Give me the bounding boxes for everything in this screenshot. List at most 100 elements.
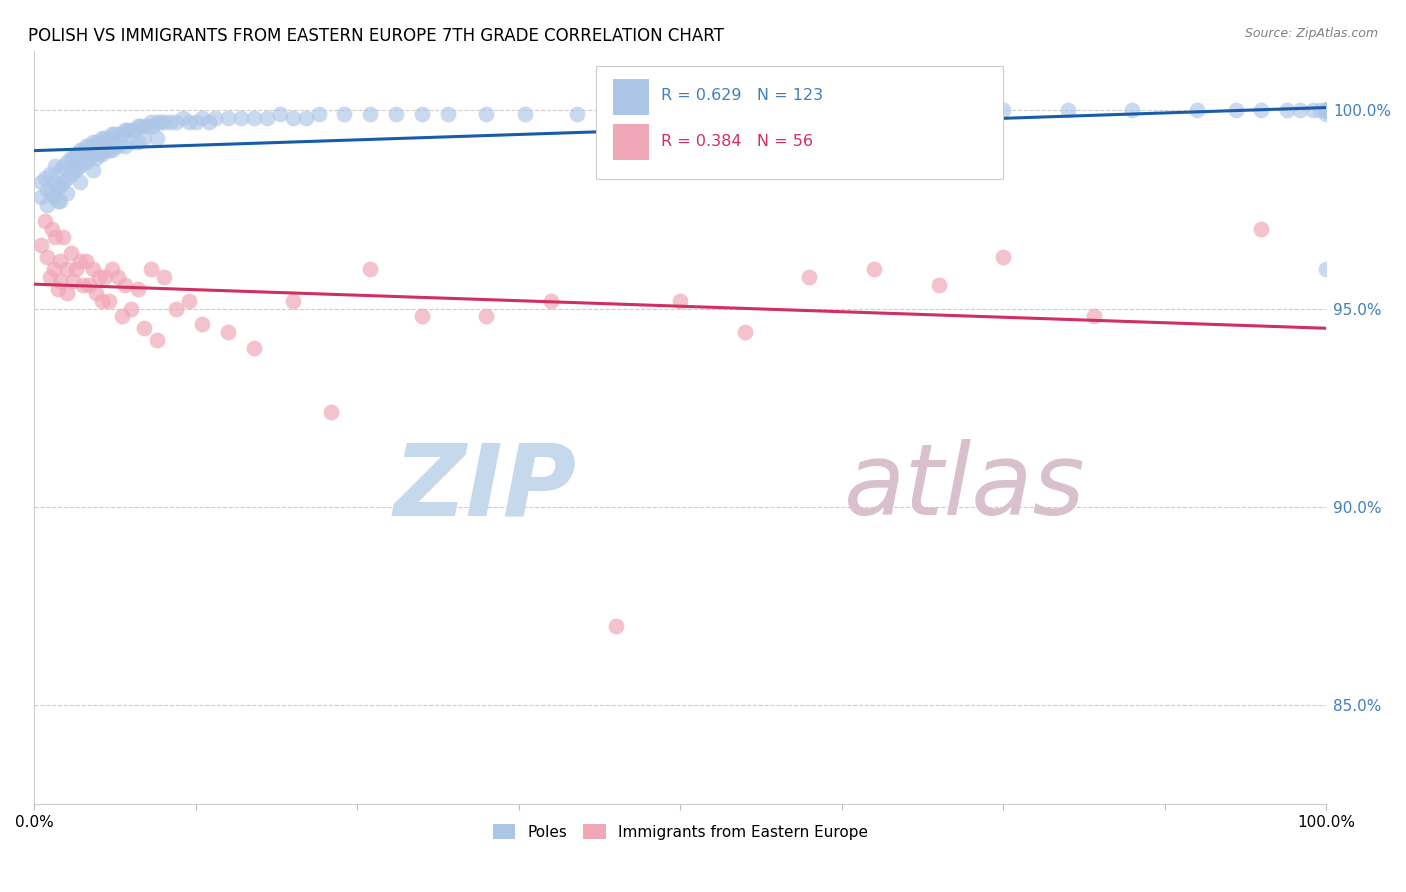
Point — [52, 175, 75, 189]
Point — [30, 238, 52, 252]
Point — [65, 146, 87, 161]
Point — [1056, 103, 1078, 118]
Point — [243, 341, 266, 355]
Point — [799, 103, 821, 118]
Point — [49, 194, 72, 209]
Point — [77, 277, 100, 292]
Point — [46, 282, 69, 296]
Point — [1315, 103, 1337, 118]
Point — [166, 301, 188, 316]
Point — [217, 326, 239, 340]
Point — [515, 107, 537, 121]
Point — [101, 261, 124, 276]
Point — [1315, 107, 1337, 121]
Point — [41, 222, 63, 236]
Point — [34, 170, 56, 185]
Point — [333, 107, 356, 121]
Point — [82, 162, 104, 177]
Point — [55, 186, 77, 201]
Point — [197, 115, 219, 129]
Point — [991, 250, 1014, 264]
Point — [136, 119, 159, 133]
Point — [152, 115, 174, 129]
Point — [1315, 103, 1337, 118]
Point — [120, 123, 142, 137]
Point — [669, 107, 692, 121]
Point — [1315, 103, 1337, 118]
Point — [605, 619, 627, 633]
Point — [1315, 103, 1337, 118]
Point — [55, 170, 77, 185]
Point — [52, 159, 75, 173]
Point — [69, 175, 91, 189]
Point — [1315, 103, 1337, 118]
Point — [52, 230, 75, 244]
Text: R = 0.629   N = 123: R = 0.629 N = 123 — [661, 88, 823, 103]
Point — [385, 107, 408, 121]
Point — [129, 119, 152, 133]
Point — [139, 115, 162, 129]
Point — [65, 162, 87, 177]
Point — [152, 269, 174, 284]
Point — [1250, 222, 1272, 236]
Point — [114, 139, 136, 153]
Point — [184, 115, 207, 129]
Point — [281, 111, 304, 125]
Point — [127, 282, 149, 296]
Point — [120, 135, 142, 149]
Point — [1315, 103, 1337, 118]
Point — [87, 135, 110, 149]
Point — [281, 293, 304, 308]
Point — [321, 404, 343, 418]
Point — [46, 194, 69, 209]
Point — [1315, 261, 1337, 276]
Point — [55, 261, 77, 276]
Point — [77, 139, 100, 153]
Point — [411, 310, 433, 324]
Point — [82, 261, 104, 276]
Point — [540, 293, 562, 308]
Point — [928, 277, 950, 292]
Point — [1225, 103, 1247, 118]
Point — [49, 274, 72, 288]
Point — [1121, 103, 1143, 118]
Point — [42, 190, 65, 204]
Point — [991, 103, 1014, 118]
Point — [98, 293, 121, 308]
Point — [77, 151, 100, 165]
Point — [42, 261, 65, 276]
Point — [101, 127, 124, 141]
Bar — [613, 78, 650, 115]
Point — [117, 123, 139, 137]
Point — [38, 167, 60, 181]
Point — [75, 154, 97, 169]
Point — [1309, 103, 1331, 118]
Point — [111, 127, 134, 141]
Point — [1289, 103, 1312, 118]
Point — [62, 162, 84, 177]
Point — [38, 269, 60, 284]
Point — [69, 143, 91, 157]
Point — [37, 250, 59, 264]
Point — [1315, 103, 1337, 118]
Point — [101, 143, 124, 157]
Point — [269, 107, 291, 121]
Point — [229, 111, 252, 125]
Point — [98, 131, 121, 145]
Point — [863, 261, 886, 276]
Point — [204, 111, 226, 125]
Point — [617, 103, 640, 118]
Point — [37, 198, 59, 212]
Point — [149, 115, 172, 129]
Point — [475, 107, 498, 121]
Point — [46, 178, 69, 193]
Point — [146, 115, 169, 129]
Point — [565, 107, 588, 121]
Point — [114, 277, 136, 292]
Point — [87, 146, 110, 161]
Point — [863, 103, 886, 118]
Point — [1083, 310, 1105, 324]
Point — [75, 253, 97, 268]
Point — [159, 115, 181, 129]
Point — [94, 269, 117, 284]
